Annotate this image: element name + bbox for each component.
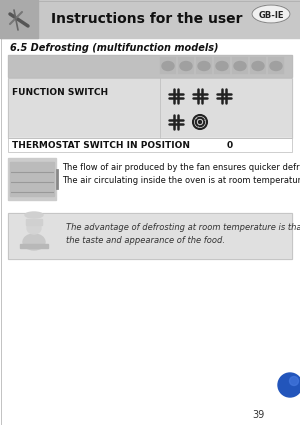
Text: The advantage of defrosting at room temperature is that it does not alter: The advantage of defrosting at room temp… (66, 223, 300, 232)
Ellipse shape (234, 62, 246, 71)
Ellipse shape (252, 5, 290, 23)
Ellipse shape (27, 222, 41, 234)
Bar (8, 138, 292, 152)
Bar (8, 78, 292, 138)
Bar (8, 55, 292, 77)
Text: GB-IE: GB-IE (258, 11, 284, 20)
Ellipse shape (180, 62, 192, 71)
Ellipse shape (198, 62, 210, 71)
Bar (214, 57, 230, 74)
Text: The flow of air produced by the fan ensures quicker defrosting.: The flow of air produced by the fan ensu… (62, 164, 300, 173)
Ellipse shape (270, 62, 282, 71)
Ellipse shape (278, 373, 300, 397)
Ellipse shape (25, 212, 43, 218)
Bar (8, 138, 292, 152)
Ellipse shape (199, 121, 202, 124)
Bar (232, 57, 248, 74)
Bar (268, 57, 284, 74)
Text: the taste and appearance of the food.: the taste and appearance of the food. (66, 235, 225, 244)
Bar (8, 213, 292, 259)
Text: 6.5 Defrosting (multifunction models): 6.5 Defrosting (multifunction models) (10, 43, 218, 53)
Bar (8, 158, 56, 200)
Bar (8, 78, 292, 138)
Bar (8, 213, 292, 259)
Text: THERMOSTAT SWITCH IN POSITION: THERMOSTAT SWITCH IN POSITION (12, 141, 190, 150)
Bar (196, 57, 212, 74)
Bar (10, 162, 54, 196)
Ellipse shape (252, 62, 264, 71)
Ellipse shape (162, 62, 174, 71)
Bar (8, 55, 292, 77)
Ellipse shape (290, 377, 298, 385)
Text: Instructions for the user: Instructions for the user (51, 12, 242, 26)
Bar (250, 57, 266, 74)
Bar (0, 0, 38, 38)
Text: The air circulating inside the oven is at room temperature.: The air circulating inside the oven is a… (62, 176, 300, 184)
Text: FUNCTION SWITCH: FUNCTION SWITCH (12, 88, 108, 96)
Bar (178, 57, 194, 74)
Ellipse shape (216, 62, 228, 71)
Bar (0, 0, 300, 38)
Bar (160, 57, 176, 74)
Bar (20, 244, 48, 248)
Text: 39: 39 (252, 410, 264, 420)
Bar (26, 219, 42, 225)
Text: 0: 0 (227, 141, 233, 150)
Ellipse shape (23, 234, 45, 250)
